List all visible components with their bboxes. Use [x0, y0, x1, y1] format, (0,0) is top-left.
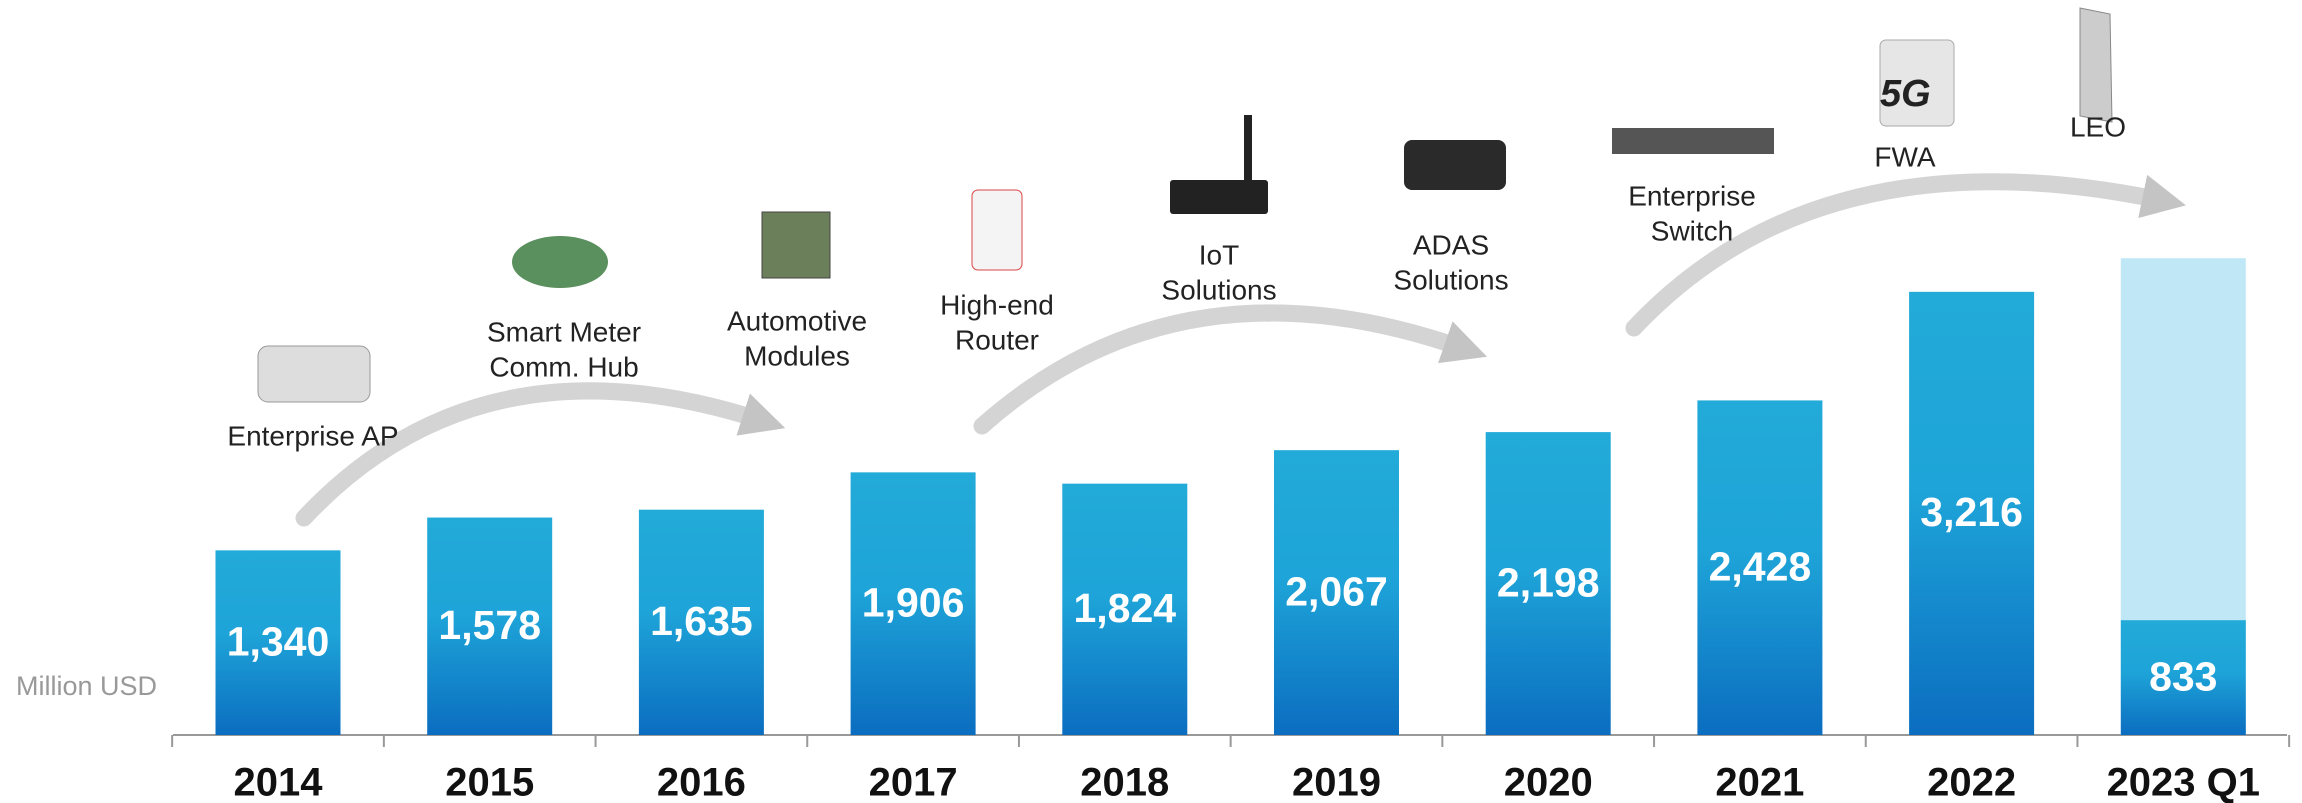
icon — [761, 211, 831, 279]
value-label: 3,216 — [1920, 489, 2023, 535]
bar — [1485, 432, 1611, 735]
bar — [850, 472, 976, 735]
icon — [971, 189, 1023, 271]
arrow — [1625, 173, 2186, 337]
product-label: Router — [955, 324, 1039, 355]
icon — [1612, 128, 1774, 154]
icon — [1404, 140, 1506, 190]
arrow — [295, 382, 786, 527]
product-label: Solutions — [1393, 264, 1508, 295]
bar — [215, 550, 341, 735]
product-label: ADAS — [1413, 229, 1489, 260]
product-icons: 5G — [257, 7, 2113, 403]
value-label: 2,198 — [1497, 559, 1600, 605]
icon: 5G — [1880, 73, 1931, 115]
x-tick-label: 2021 — [1715, 761, 1804, 803]
product-label: IoT — [1199, 239, 1239, 270]
icon — [257, 345, 371, 403]
product-label: LEO — [2070, 111, 2126, 142]
product-label: Modules — [744, 340, 850, 371]
x-tick-label: 2018 — [1080, 761, 1169, 803]
value-label: 833 — [2149, 653, 2217, 699]
bar — [1274, 450, 1399, 735]
product-label: Switch — [1651, 215, 1733, 246]
product-label: High-end — [940, 289, 1054, 320]
product-label: Automotive — [727, 305, 867, 336]
value-label: 1,340 — [227, 619, 330, 665]
icon — [1879, 39, 1955, 127]
bar — [638, 509, 764, 735]
x-tick-label: 2022 — [1927, 761, 2016, 803]
product-label: Comm. Hub — [489, 351, 638, 382]
value-label: 1,578 — [438, 602, 541, 648]
x-tick-label: 2015 — [445, 761, 534, 803]
bar — [2120, 620, 2246, 735]
x-tick-label: 2019 — [1292, 761, 1381, 803]
bar — [1697, 400, 1823, 735]
product-label: FWA — [1874, 141, 1935, 172]
product-label: Solutions — [1161, 274, 1276, 305]
icon — [2079, 7, 2113, 123]
y-axis-label: Million USD — [16, 671, 157, 701]
value-label: 1,635 — [650, 598, 753, 644]
icon — [512, 236, 608, 288]
product-label: Enterprise — [1628, 180, 1756, 211]
value-label: 2,428 — [1709, 544, 1812, 590]
x-tick-label: 2014 — [234, 761, 324, 803]
icon — [1170, 180, 1268, 214]
value-label: 1,824 — [1073, 585, 1176, 631]
product-label: Smart Meter — [487, 316, 641, 347]
bar — [1062, 483, 1188, 735]
value-label: 2,067 — [1285, 568, 1388, 614]
x-tick-label: 2016 — [657, 761, 746, 803]
bar — [427, 517, 553, 735]
x-tick-label: 2020 — [1504, 761, 1593, 803]
arrow — [973, 304, 1488, 435]
product-label: Enterprise AP — [227, 420, 398, 451]
x-tick-label: 2017 — [869, 761, 958, 803]
x-tick-label: 2023 Q1 — [2107, 761, 2260, 803]
bar — [1909, 291, 2035, 735]
value-label: 1,906 — [862, 580, 965, 626]
